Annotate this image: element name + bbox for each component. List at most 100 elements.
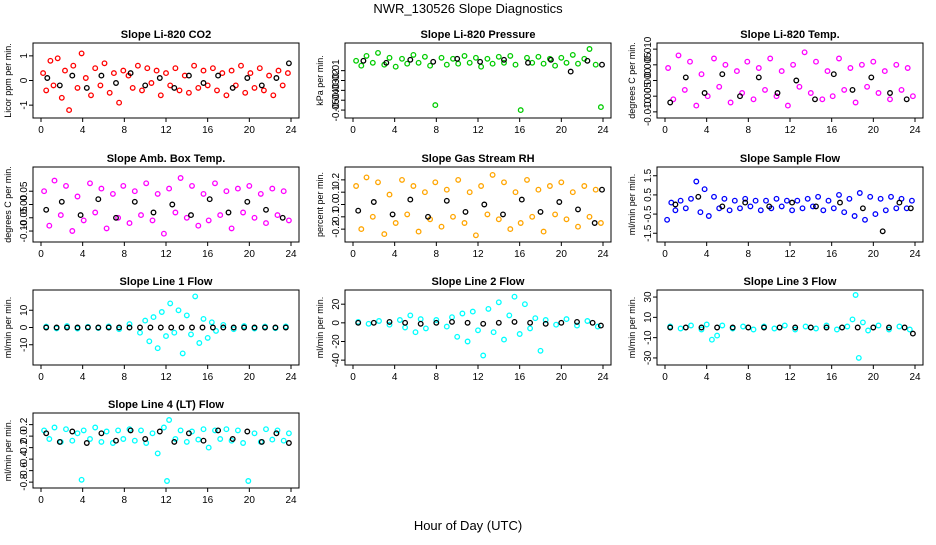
data-point <box>851 213 858 219</box>
data-point <box>256 65 263 72</box>
data-point <box>518 196 525 203</box>
data-point <box>750 96 757 103</box>
data-point <box>142 317 149 324</box>
data-point <box>763 197 769 204</box>
data-point <box>138 427 144 434</box>
y-tick-label: 0.2 <box>331 172 342 186</box>
data-point <box>667 99 674 106</box>
data-point <box>274 212 281 219</box>
data-point <box>192 293 199 300</box>
data-point <box>898 86 905 93</box>
x-tick-label: 0 <box>350 125 356 136</box>
data-point <box>223 92 230 99</box>
data-point <box>888 193 894 200</box>
y-tick-label: 1.5 <box>643 168 654 182</box>
data-point <box>375 179 381 186</box>
x-tick-label: 12 <box>472 249 484 260</box>
data-point <box>858 61 865 68</box>
data-point <box>153 67 160 74</box>
panel-title: Slope Sample Flow <box>740 153 841 165</box>
x-tick-label: 12 <box>160 249 172 260</box>
panel-title: Slope Line 1 Flow <box>120 276 213 288</box>
data-point <box>762 86 768 93</box>
data-point <box>703 321 710 328</box>
x-tick-label: 24 <box>285 125 297 136</box>
x-tick-label: 16 <box>514 125 526 136</box>
data-point <box>589 319 596 326</box>
data-point <box>829 93 836 100</box>
series-2 <box>667 71 910 106</box>
series-2 <box>43 196 286 221</box>
data-point <box>677 197 684 204</box>
data-point <box>872 211 879 218</box>
y-tick-label: -0.03 <box>331 79 342 102</box>
data-point <box>567 68 574 75</box>
data-point <box>455 176 462 183</box>
data-point <box>879 228 886 235</box>
y-tick-label: -0.04 <box>331 88 342 111</box>
data-point <box>755 74 762 81</box>
x-tick-label: 4 <box>704 249 710 260</box>
data-point <box>698 71 705 78</box>
data-point <box>789 199 796 206</box>
y-axis-label: ml/min per min. <box>315 297 325 359</box>
data-point <box>737 205 743 212</box>
data-point <box>745 324 752 331</box>
x-tick-label: 20 <box>868 372 880 383</box>
data-point <box>101 60 108 67</box>
data-point <box>529 213 536 220</box>
data-point <box>462 208 469 215</box>
data-point <box>57 212 64 219</box>
data-point <box>438 54 445 61</box>
data-point <box>594 323 601 330</box>
data-point <box>69 428 76 435</box>
figure-title: NWR_130526 Slope Diagnostics <box>373 1 563 16</box>
data-point <box>532 315 539 322</box>
data-point <box>547 56 554 63</box>
data-point <box>212 180 218 187</box>
data-point <box>757 207 764 214</box>
data-point <box>109 190 116 197</box>
data-point <box>793 77 800 84</box>
data-point <box>776 324 783 331</box>
data-point <box>84 324 91 331</box>
data-point <box>737 93 743 100</box>
x-tick-label: 20 <box>868 125 880 136</box>
x-tick-label: 20 <box>244 495 256 506</box>
data-point <box>591 220 598 226</box>
data-point <box>115 427 122 434</box>
data-point <box>859 319 866 326</box>
data-point <box>41 188 48 195</box>
data-point <box>485 305 492 312</box>
data-point <box>862 216 868 223</box>
data-point <box>143 180 150 187</box>
data-point <box>171 84 178 91</box>
data-point <box>171 329 178 336</box>
data-point <box>670 96 677 103</box>
data-point <box>63 426 69 433</box>
data-point <box>87 436 93 442</box>
data-point <box>815 193 822 200</box>
data-point <box>773 93 780 100</box>
data-point <box>682 324 689 331</box>
data-point <box>688 195 694 202</box>
data-point <box>229 436 236 442</box>
data-point <box>247 70 254 77</box>
data-point <box>200 315 207 322</box>
x-tick-label: 24 <box>285 249 297 260</box>
data-point <box>716 83 723 90</box>
data-point <box>160 424 167 431</box>
data-point <box>204 334 211 341</box>
x-tick-label: 4 <box>392 125 398 136</box>
data-point <box>120 182 127 189</box>
data-point <box>415 59 422 66</box>
data-point <box>903 96 910 103</box>
data-point <box>110 70 117 77</box>
data-point <box>78 50 85 57</box>
data-point <box>569 189 576 196</box>
y-tick-label: -0.6 <box>19 462 30 480</box>
data-point <box>790 61 797 68</box>
data-point <box>506 312 513 319</box>
data-point <box>558 319 565 326</box>
data-point <box>722 61 729 68</box>
